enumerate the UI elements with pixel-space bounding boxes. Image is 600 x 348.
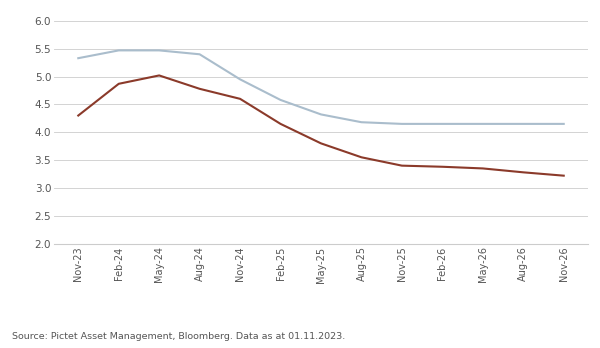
Text: Source: Pictet Asset Management, Bloomberg. Data as at 01.11.2023.: Source: Pictet Asset Management, Bloombe… xyxy=(12,332,345,341)
01/11/23 xyxy=(155,48,163,53)
31/12/22 xyxy=(479,166,487,171)
31/12/22 xyxy=(560,174,568,178)
01/11/23 xyxy=(317,112,325,117)
31/12/22 xyxy=(317,141,325,145)
01/11/23 xyxy=(560,122,568,126)
01/11/23 xyxy=(520,122,527,126)
01/11/23 xyxy=(115,48,122,53)
31/12/22 xyxy=(398,164,406,168)
31/12/22 xyxy=(196,87,203,91)
31/12/22 xyxy=(155,73,163,78)
31/12/22 xyxy=(115,82,122,86)
01/11/23 xyxy=(479,122,487,126)
31/12/22 xyxy=(277,122,284,126)
31/12/22 xyxy=(358,155,365,159)
01/11/23 xyxy=(277,98,284,102)
01/11/23 xyxy=(439,122,446,126)
01/11/23 xyxy=(398,122,406,126)
01/11/23 xyxy=(358,120,365,124)
01/11/23 xyxy=(236,77,244,81)
31/12/22 xyxy=(236,97,244,101)
31/12/22 xyxy=(74,113,82,118)
31/12/22 xyxy=(520,170,527,174)
01/11/23 xyxy=(196,52,203,56)
01/11/23 xyxy=(74,56,82,60)
Line: 01/11/23: 01/11/23 xyxy=(78,50,564,124)
Line: 31/12/22: 31/12/22 xyxy=(78,76,564,176)
31/12/22 xyxy=(439,165,446,169)
